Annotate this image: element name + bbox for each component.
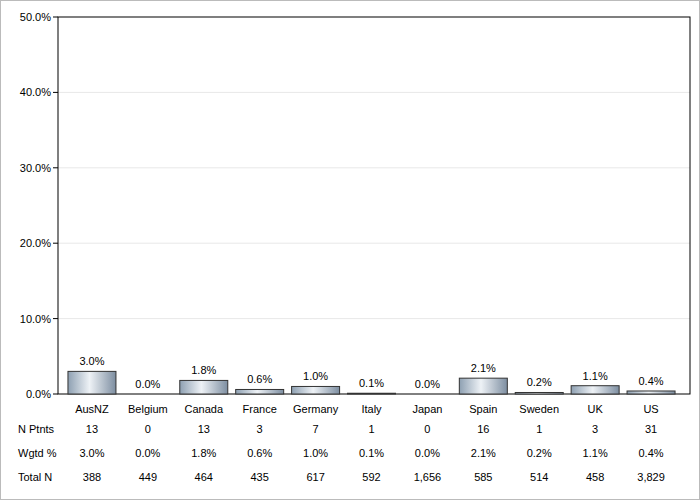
- data-label: 1.0%: [303, 370, 328, 382]
- table-cell: 31: [645, 423, 657, 435]
- data-label: 1.8%: [191, 364, 216, 376]
- y-tick: [53, 167, 58, 168]
- data-label: 0.6%: [247, 373, 272, 385]
- table-cell: 2.1%: [471, 447, 496, 459]
- table-cell: 1: [536, 423, 542, 435]
- table-cell: 449: [139, 471, 157, 483]
- plot-frame: [58, 17, 690, 394]
- table-cell: 458: [586, 471, 604, 483]
- table-cell: 13: [86, 423, 98, 435]
- table-cell: 3: [592, 423, 598, 435]
- table-cell: 0.0%: [415, 447, 440, 459]
- grid-line: [58, 92, 690, 93]
- table-cell: 0: [424, 423, 430, 435]
- y-tick: [53, 17, 58, 18]
- bar: [348, 393, 396, 395]
- table-cell: 1.0%: [303, 447, 328, 459]
- data-label: 0.2%: [527, 376, 552, 388]
- table-cell: 0: [145, 423, 151, 435]
- table-cell: 0.0%: [135, 447, 160, 459]
- y-tick-label: 30.0%: [20, 162, 51, 174]
- y-tick-label: 40.0%: [20, 86, 51, 98]
- bar: [627, 391, 675, 394]
- x-tick-label: AusNZ: [75, 403, 109, 415]
- table-cell: 464: [195, 471, 213, 483]
- data-label: 1.1%: [583, 370, 608, 382]
- table-cell: 388: [83, 471, 101, 483]
- data-label: 2.1%: [471, 362, 496, 374]
- bar: [459, 378, 507, 394]
- data-label: 0.4%: [639, 375, 664, 387]
- table-cell: 3.0%: [79, 447, 104, 459]
- data-label: 3.0%: [79, 355, 104, 367]
- table-cell: 0.1%: [359, 447, 384, 459]
- table-cell: 592: [362, 471, 380, 483]
- y-tick: [53, 394, 58, 395]
- table-row-label: Total N: [18, 471, 52, 483]
- x-tick-label: Italy: [361, 403, 382, 415]
- grid-line: [58, 243, 690, 244]
- x-tick-label: Sweden: [519, 403, 559, 415]
- grid-line: [58, 167, 690, 168]
- y-tick-label: 50.0%: [20, 11, 51, 23]
- x-tick-label: UK: [587, 403, 603, 415]
- table-cell: 3,829: [637, 471, 665, 483]
- y-tick-label: 0.0%: [26, 388, 51, 400]
- x-tick-label: Canada: [184, 403, 223, 415]
- bar: [180, 380, 228, 394]
- x-tick-label: Japan: [412, 403, 442, 415]
- table-cell: 13: [198, 423, 210, 435]
- bar: [292, 386, 340, 394]
- bar: [515, 392, 563, 394]
- bar: [124, 394, 172, 395]
- table-cell: 617: [306, 471, 324, 483]
- bar: [571, 386, 619, 394]
- table-cell: 514: [530, 471, 548, 483]
- y-tick-label: 20.0%: [20, 237, 51, 249]
- table-cell: 1: [368, 423, 374, 435]
- outer-border: [1, 1, 700, 500]
- data-label: 0.0%: [135, 378, 160, 390]
- table-cell: 16: [477, 423, 489, 435]
- table-row-label: Wgtd %: [18, 447, 57, 459]
- x-tick-label: Belgium: [128, 403, 168, 415]
- y-tick: [53, 318, 58, 319]
- chart: 0.0%10.0%20.0%30.0%40.0%50.0%3.0%0.0%1.8…: [0, 0, 700, 500]
- table-cell: 3: [257, 423, 263, 435]
- y-tick-label: 10.0%: [20, 313, 51, 325]
- bar: [68, 371, 116, 394]
- table-cell: 435: [251, 471, 269, 483]
- table-cell: 585: [474, 471, 492, 483]
- data-label: 0.1%: [359, 377, 384, 389]
- table-row-label: N Ptnts: [18, 423, 55, 435]
- x-tick-label: France: [243, 403, 277, 415]
- table-cell: 0.4%: [639, 447, 664, 459]
- y-tick: [53, 92, 58, 93]
- grid-line: [58, 318, 690, 319]
- bar: [403, 394, 451, 395]
- table-cell: 1.1%: [583, 447, 608, 459]
- table-cell: 0.2%: [527, 447, 552, 459]
- y-tick: [53, 243, 58, 244]
- bar: [236, 389, 284, 394]
- table-cell: 0.6%: [247, 447, 272, 459]
- x-tick-label: Spain: [469, 403, 497, 415]
- table-cell: 1,656: [414, 471, 442, 483]
- data-label: 0.0%: [415, 378, 440, 390]
- x-tick-label: US: [643, 403, 658, 415]
- x-tick-label: Germany: [293, 403, 339, 415]
- table-cell: 1.8%: [191, 447, 216, 459]
- table-cell: 7: [313, 423, 319, 435]
